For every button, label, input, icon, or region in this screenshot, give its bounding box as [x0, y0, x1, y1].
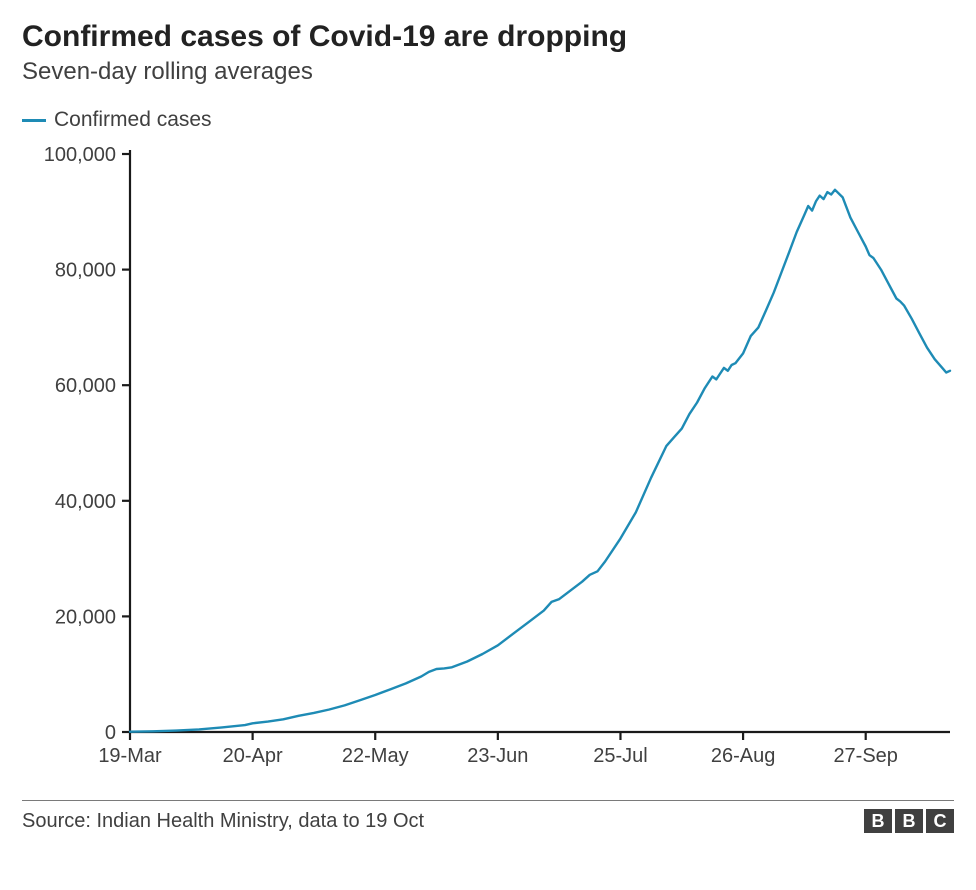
chart-area: 0 20,000 40,000 60,000 80,000 100,000 19-Mar 20… — [22, 142, 954, 790]
legend: Confirmed cases — [22, 108, 954, 132]
legend-label: Confirmed cases — [54, 108, 212, 132]
legend-swatch — [22, 119, 46, 122]
svg-text:23-Jun: 23-Jun — [467, 745, 528, 767]
line-chart-svg: 0 20,000 40,000 60,000 80,000 100,000 19-Mar 20… — [22, 142, 954, 790]
svg-text:22-May: 22-May — [342, 745, 409, 767]
footer: Source: Indian Health Ministry, data to … — [22, 800, 954, 833]
svg-text:25-Jul: 25-Jul — [593, 745, 647, 767]
chart-subtitle: Seven-day rolling averages — [22, 58, 954, 86]
svg-text:20-Apr: 20-Apr — [223, 745, 283, 767]
chart-container: Confirmed cases of Covid-19 are dropping… — [0, 0, 976, 890]
svg-text:40,000: 40,000 — [55, 491, 116, 513]
svg-text:27-Sep: 27-Sep — [833, 745, 898, 767]
svg-text:100,000: 100,000 — [44, 144, 116, 166]
chart-title: Confirmed cases of Covid-19 are dropping — [22, 20, 954, 54]
bbc-logo: B B C — [864, 809, 954, 833]
bbc-logo-letter: C — [926, 809, 954, 833]
svg-text:60,000: 60,000 — [55, 375, 116, 397]
svg-text:19-Mar: 19-Mar — [98, 745, 162, 767]
source-text: Source: Indian Health Ministry, data to … — [22, 810, 424, 833]
bbc-logo-letter: B — [895, 809, 923, 833]
bbc-logo-letter: B — [864, 809, 892, 833]
svg-text:80,000: 80,000 — [55, 260, 116, 282]
svg-text:20,000: 20,000 — [55, 606, 116, 628]
svg-text:0: 0 — [105, 722, 116, 744]
svg-text:26-Aug: 26-Aug — [711, 745, 776, 767]
